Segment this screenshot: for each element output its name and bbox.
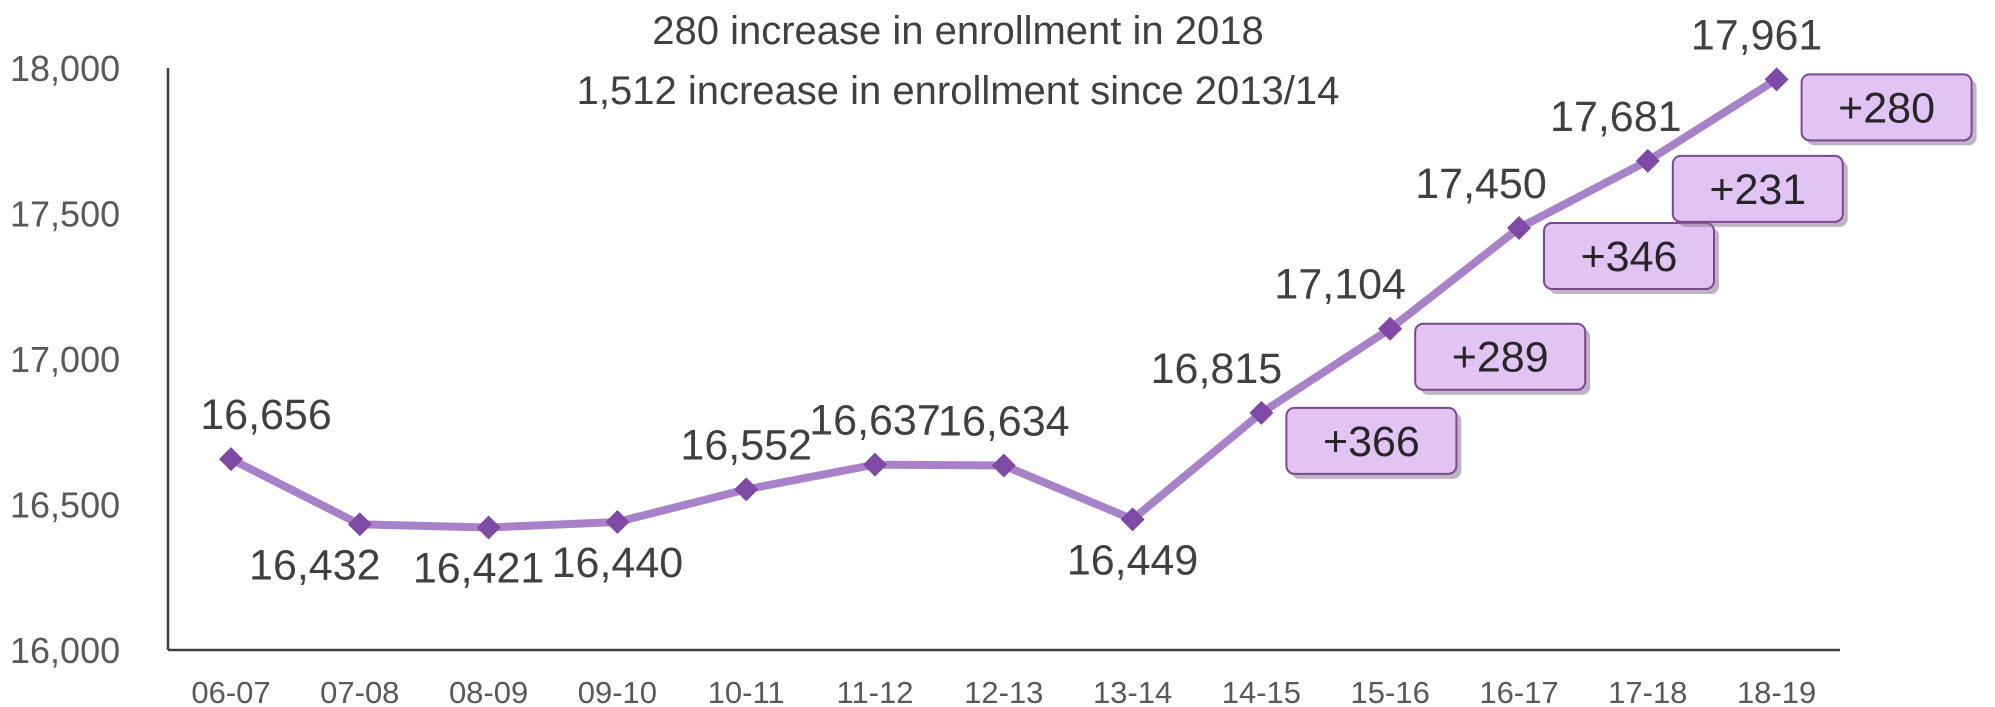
data-point-marker	[734, 477, 759, 502]
change-label: +289	[1452, 334, 1549, 382]
data-point-marker	[1249, 400, 1274, 425]
data-label: 16,440	[552, 539, 684, 587]
change-label: +280	[1838, 84, 1935, 132]
y-tick-label: 16,500	[10, 485, 120, 526]
y-tick-label: 16,000	[10, 630, 120, 671]
y-tick-label: 17,500	[10, 194, 120, 235]
y-tick-label: 17,000	[10, 339, 120, 380]
change-label: +231	[1709, 166, 1806, 214]
x-tick-label: 12-13	[964, 675, 1043, 707]
x-tick-label: 18-19	[1737, 675, 1816, 707]
data-point-marker	[991, 453, 1016, 478]
change-box	[1414, 322, 1587, 391]
x-tick-label: 10-11	[708, 675, 785, 707]
data-label: 17,104	[1274, 261, 1406, 309]
data-point-marker	[476, 515, 501, 540]
data-label: 16,637	[809, 397, 941, 445]
data-label: 16,552	[680, 421, 812, 469]
series-line-layer	[219, 67, 1789, 540]
x-tick-label: 06-07	[191, 675, 270, 707]
data-point-marker	[347, 512, 372, 537]
data-label: 16,421	[413, 544, 545, 592]
x-tick-label: 17-18	[1608, 675, 1687, 707]
chart-title-line-2: 1,512 increase in enrollment since 2013/…	[577, 69, 1340, 113]
data-label: 16,449	[1067, 536, 1199, 584]
x-tick-label: 08-09	[449, 675, 528, 707]
data-labels: 16,656 16,432 16,421 16,440 16,55216,63716,6…	[200, 11, 1822, 592]
axes: 16,000 16,500 17,000 17,500 18,000 06-07 07-08…	[10, 48, 1840, 707]
change-annotations: +366 +289 +346 +231 +280	[1285, 73, 1977, 479]
data-point-marker	[863, 452, 887, 477]
x-tick-label: 09-10	[578, 675, 657, 707]
change-box	[1543, 222, 1715, 291]
data-label: 16,815	[1151, 345, 1283, 393]
data-label: 17,681	[1550, 93, 1682, 141]
data-point-marker	[1635, 148, 1660, 173]
data-point-marker	[1378, 316, 1403, 341]
change-label: +366	[1323, 418, 1420, 466]
data-label: 17,961	[1691, 11, 1823, 59]
data-label: 16,656	[200, 391, 332, 439]
y-tick-label: 18,000	[10, 48, 120, 89]
data-point-marker	[1120, 507, 1145, 532]
change-box	[1285, 406, 1458, 475]
change-box	[1671, 154, 1844, 223]
data-label: 16,432	[249, 541, 381, 589]
chart-title-line-1: 280 increase in enrollment in 2018	[652, 9, 1264, 53]
data-label: 16,634	[938, 398, 1070, 446]
data-point-marker	[1764, 67, 1789, 92]
x-tick-label: 13-14	[1093, 675, 1172, 707]
x-tick-label: 11-12	[837, 675, 914, 707]
x-tick-label: 15-16	[1351, 675, 1430, 707]
data-point-marker	[605, 509, 630, 534]
x-tick-label: 07-08	[320, 675, 399, 707]
data-point-marker	[1507, 216, 1531, 241]
data-point-marker	[219, 447, 243, 472]
data-label: 17,450	[1415, 160, 1547, 208]
change-box	[1800, 73, 1973, 142]
x-tick-label: 16-17	[1479, 675, 1558, 707]
change-label: +346	[1581, 233, 1678, 281]
x-tick-label: 14-15	[1222, 675, 1301, 707]
